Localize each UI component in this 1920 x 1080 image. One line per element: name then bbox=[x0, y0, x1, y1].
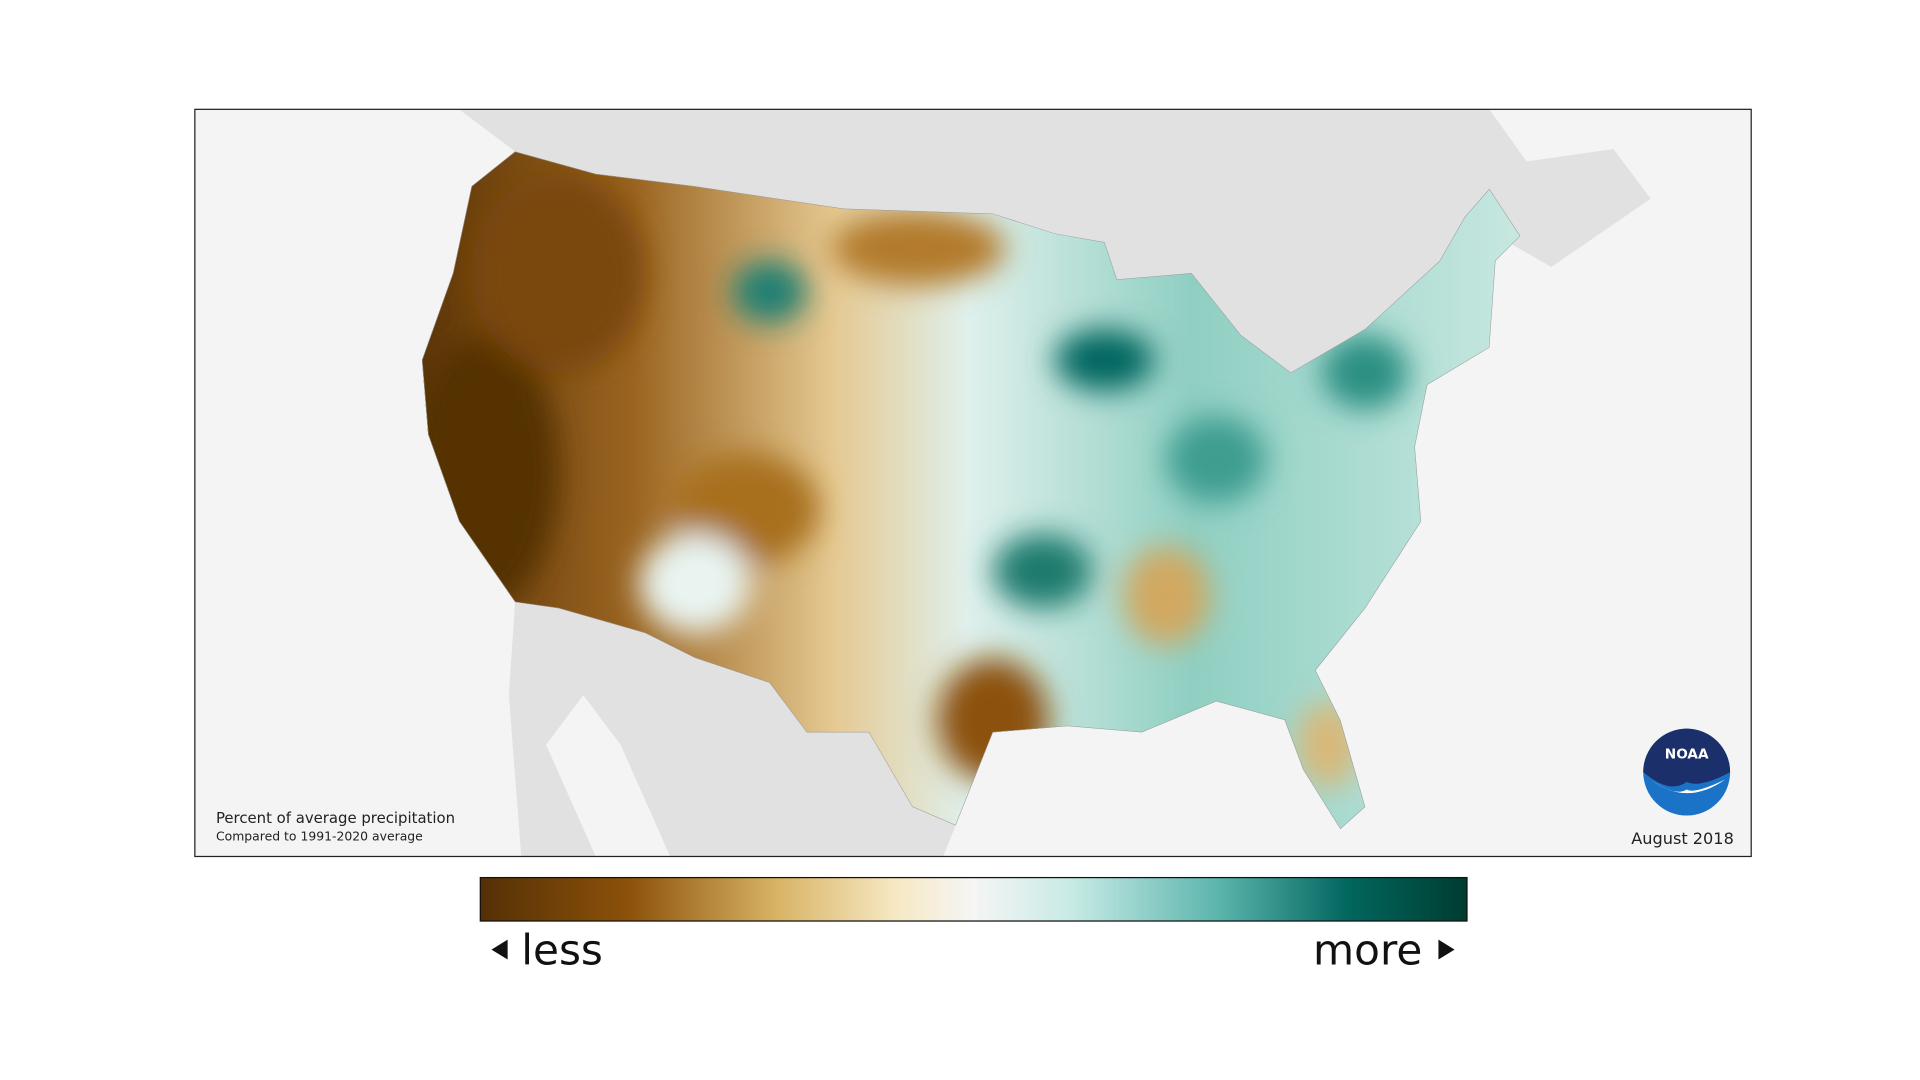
caption-subtitle: Compared to 1991-2020 average bbox=[216, 828, 423, 843]
map-frame bbox=[194, 108, 1752, 858]
canada bbox=[459, 109, 1651, 373]
precip-field bbox=[421, 173, 1409, 789]
map-area bbox=[194, 109, 1752, 857]
arrow-right bbox=[1438, 939, 1455, 960]
noaa-logo: NOAA bbox=[1643, 728, 1731, 816]
date-label: August 2018 bbox=[1631, 829, 1734, 848]
colorbar bbox=[479, 876, 1468, 922]
caption-title: Percent of average precipitation bbox=[216, 809, 455, 827]
logo-text: NOAA bbox=[1665, 746, 1709, 762]
arrow-left bbox=[491, 939, 508, 960]
conus bbox=[421, 151, 1521, 830]
legend-low: less bbox=[521, 925, 603, 974]
mexico bbox=[508, 602, 956, 857]
legend-high: more bbox=[1313, 925, 1422, 974]
